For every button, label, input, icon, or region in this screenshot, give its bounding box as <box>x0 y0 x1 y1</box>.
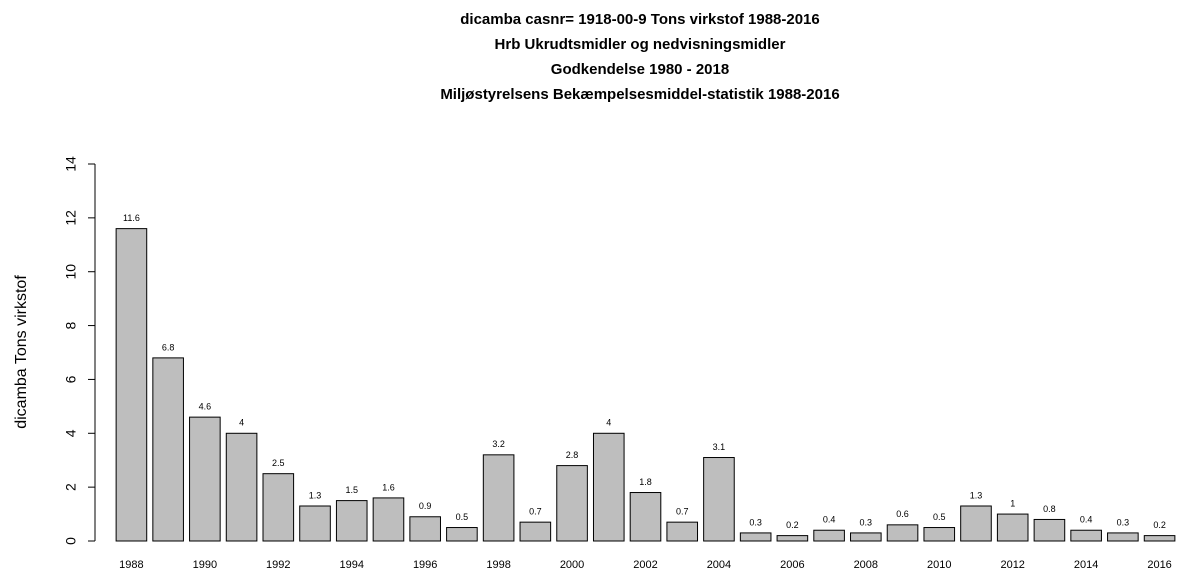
bar <box>189 416 221 542</box>
value-label: 0.4 <box>1080 515 1093 525</box>
x-tick-label: 1992 <box>266 559 290 571</box>
bar <box>739 532 772 542</box>
value-label: 0.5 <box>933 512 946 522</box>
value-label: 2.8 <box>566 450 579 460</box>
x-tick-label: 1998 <box>486 559 510 571</box>
value-label: 0.5 <box>456 512 469 522</box>
y-tick-label: 4 <box>63 429 79 437</box>
value-label: 1.3 <box>970 490 983 500</box>
bar <box>1070 529 1102 542</box>
x-tick-label: 2000 <box>560 559 584 571</box>
x-tick-label: 1996 <box>413 559 437 571</box>
bar <box>1107 532 1139 542</box>
y-tick-label: 6 <box>63 375 79 383</box>
value-label: 0.7 <box>676 507 689 517</box>
value-label: 2.5 <box>272 458 285 468</box>
x-tick-label: 1990 <box>193 559 217 571</box>
bar <box>262 473 295 542</box>
value-label: 11.6 <box>123 213 140 223</box>
bar <box>813 529 845 542</box>
value-label: 0.2 <box>1153 520 1166 530</box>
y-tick-label: 8 <box>63 321 79 329</box>
y-tick-label: 10 <box>63 264 79 280</box>
value-label: 0.2 <box>786 520 799 530</box>
bar <box>629 492 662 542</box>
value-label: 0.3 <box>1117 517 1130 527</box>
value-label: 0.4 <box>823 515 836 525</box>
value-label: 4 <box>239 418 244 428</box>
bar <box>886 524 919 542</box>
x-tick-label: 2006 <box>780 559 804 571</box>
bar <box>666 521 699 542</box>
value-label: 1.6 <box>382 482 395 492</box>
bar <box>1033 518 1066 542</box>
value-label: 3.2 <box>492 439 505 449</box>
x-tick-label: 2012 <box>1000 559 1024 571</box>
bar <box>556 465 588 542</box>
x-tick-label: 2008 <box>854 559 878 571</box>
bar <box>372 497 405 542</box>
bar <box>299 505 331 542</box>
bar <box>225 432 258 542</box>
value-label: 0.3 <box>860 517 873 527</box>
bar <box>776 535 809 542</box>
x-tick-label: 1994 <box>339 559 363 571</box>
y-axis-label: dicamba Tons virkstof <box>13 275 30 429</box>
x-tick-label: 2016 <box>1147 559 1171 571</box>
bar <box>850 532 882 542</box>
value-label: 4.6 <box>199 402 212 412</box>
bar <box>482 454 515 542</box>
value-label: 0.6 <box>896 509 909 519</box>
bar <box>152 357 184 542</box>
bar <box>409 516 441 542</box>
bar <box>960 505 992 542</box>
bar <box>703 457 735 542</box>
bar <box>996 513 1029 542</box>
bar <box>115 228 148 542</box>
y-tick-label: 12 <box>63 210 79 226</box>
value-label: 0.9 <box>419 501 432 511</box>
value-label: 1.5 <box>345 485 358 495</box>
bar <box>446 527 478 542</box>
x-tick-label: 2002 <box>633 559 657 571</box>
value-label: 1.3 <box>309 490 322 500</box>
x-tick-label: 2010 <box>927 559 951 571</box>
bar <box>1143 535 1176 542</box>
bar <box>923 527 956 542</box>
x-tick-label: 2014 <box>1074 559 1098 571</box>
value-label: 6.8 <box>162 342 175 352</box>
chart-title: Miljøstyrelsens Bekæmpelsesmiddel-statis… <box>440 86 839 103</box>
value-label: 0.8 <box>1043 504 1056 514</box>
value-label: 3.1 <box>713 442 726 452</box>
bar <box>519 521 552 542</box>
y-tick-label: 2 <box>63 483 79 491</box>
chart-title: Godkendelse 1980 - 2018 <box>551 61 729 78</box>
value-label: 4 <box>606 418 611 428</box>
value-label: 0.7 <box>529 507 542 517</box>
value-label: 1 <box>1010 498 1015 508</box>
value-label: 0.3 <box>749 517 762 527</box>
bar <box>592 432 625 542</box>
x-tick-label: 2004 <box>707 559 731 571</box>
chart-title: dicamba casnr= 1918-00-9 Tons virkstof 1… <box>460 11 820 28</box>
bar <box>335 500 368 542</box>
y-tick-label: 14 <box>63 156 79 172</box>
x-tick-label: 1988 <box>119 559 143 571</box>
y-tick-label: 0 <box>63 537 79 545</box>
value-label: 1.8 <box>639 477 652 487</box>
chart-title: Hrb Ukrudtsmidler og nedvisningsmidler <box>495 36 786 53</box>
